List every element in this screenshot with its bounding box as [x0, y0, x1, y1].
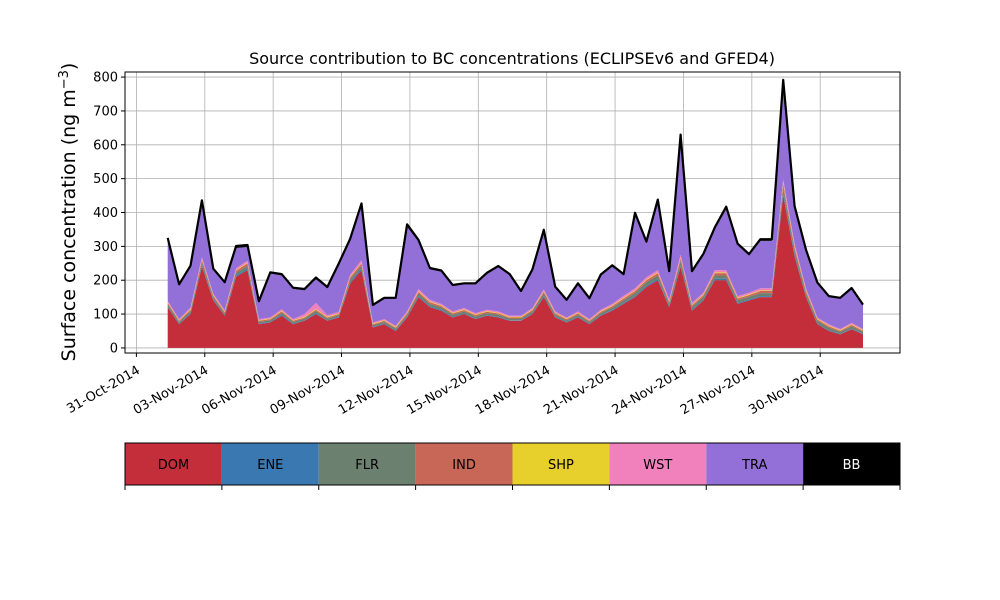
legend-label-shp: SHP [548, 458, 574, 473]
series-area-tra [167, 84, 863, 329]
series-area-ene [167, 192, 863, 335]
chart-title: Source contribution to BC concentrations… [249, 49, 775, 68]
series-area-ind [167, 183, 863, 332]
legend-label-ene: ENE [257, 458, 283, 473]
y-axis-label-close: ) [58, 63, 80, 70]
legend-label-bb: BB [843, 458, 861, 473]
series-area-dom [167, 195, 863, 348]
y-tick-label-2: 200 [93, 274, 118, 289]
legend-swatch-ind [415, 443, 513, 485]
x-tick-label-3: 09-Nov-2014 [268, 363, 348, 418]
y-axis-label: Surface concentration (ng m−3) [57, 63, 80, 362]
legend-label-ind: IND [452, 458, 476, 473]
legend-swatch-flr [318, 443, 416, 485]
legend-label-flr: FLR [355, 458, 379, 473]
y-axis-label-main: Surface concentration (ng m [58, 89, 80, 361]
legend-swatch-ene [221, 443, 319, 485]
legend-swatch-shp [512, 443, 610, 485]
legend-label-wst: WST [643, 458, 672, 473]
legend-swatch-wst [609, 443, 707, 485]
x-tick-label-9: 27-Nov-2014 [678, 363, 758, 418]
total-line [166, 78, 864, 306]
series-area-flr [167, 187, 863, 334]
legend-swatch-tra [706, 443, 804, 485]
legend-swatch-bb [803, 443, 900, 485]
y-tick-label-1: 100 [93, 308, 118, 323]
x-tick-label-2: 06-Nov-2014 [199, 363, 279, 418]
y-tick-label-3: 300 [93, 240, 118, 255]
y-tick-label-0: 0 [110, 341, 118, 356]
x-tick-label-6: 18-Nov-2014 [473, 363, 553, 418]
x-tick-label-10: 30-Nov-2014 [746, 363, 826, 418]
y-axis-ticks: 0 100 200 300 400 500 600 700 800 [93, 71, 125, 356]
y-tick-label-6: 600 [93, 138, 118, 153]
x-tick-label-4: 12-Nov-2014 [336, 363, 416, 418]
x-axis-ticks: 31-Oct-201403-Nov-201406-Nov-201409-Nov-… [64, 353, 827, 418]
y-tick-label-8: 800 [93, 71, 118, 86]
y-tick-label-5: 500 [93, 172, 118, 187]
x-tick-label-7: 21-Nov-2014 [541, 363, 621, 418]
x-tick-label-5: 15-Nov-2014 [404, 363, 484, 418]
series-area-wst [167, 179, 863, 330]
x-tick-label-0: 31-Oct-2014 [64, 363, 142, 417]
y-axis-label-superscript: −3 [57, 70, 72, 89]
x-tick-label-1: 03-Nov-2014 [131, 363, 211, 418]
legend: DOM ENE FLR IND SHP WST TRA BB [124, 442, 901, 490]
stacked-areas [167, 79, 863, 348]
legend-label-tra: TRA [741, 458, 767, 473]
y-tick-label-7: 700 [93, 104, 118, 119]
legend-swatch-dom [125, 443, 222, 485]
y-tick-label-4: 400 [93, 206, 118, 221]
x-tick-label-8: 24-Nov-2014 [610, 363, 690, 418]
legend-label-dom: DOM [158, 458, 189, 473]
total-outline [166, 78, 864, 306]
